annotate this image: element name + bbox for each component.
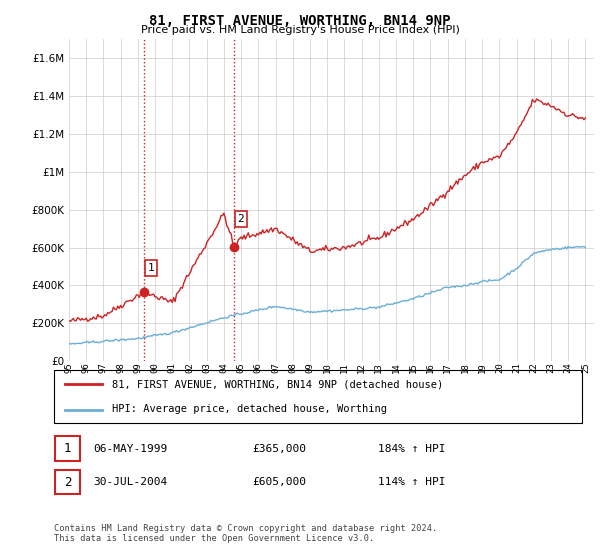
- Text: 2: 2: [238, 214, 244, 224]
- Text: 81, FIRST AVENUE, WORTHING, BN14 9NP: 81, FIRST AVENUE, WORTHING, BN14 9NP: [149, 14, 451, 28]
- Text: 184% ↑ HPI: 184% ↑ HPI: [378, 444, 445, 454]
- Text: 114% ↑ HPI: 114% ↑ HPI: [378, 477, 445, 487]
- Text: 2: 2: [64, 475, 71, 489]
- Text: £605,000: £605,000: [252, 477, 306, 487]
- Text: HPI: Average price, detached house, Worthing: HPI: Average price, detached house, Wort…: [112, 404, 387, 414]
- Text: 1: 1: [64, 442, 71, 455]
- Text: 30-JUL-2004: 30-JUL-2004: [93, 477, 167, 487]
- Text: £365,000: £365,000: [252, 444, 306, 454]
- Text: 06-MAY-1999: 06-MAY-1999: [93, 444, 167, 454]
- Text: Contains HM Land Registry data © Crown copyright and database right 2024.
This d: Contains HM Land Registry data © Crown c…: [54, 524, 437, 543]
- Text: 81, FIRST AVENUE, WORTHING, BN14 9NP (detached house): 81, FIRST AVENUE, WORTHING, BN14 9NP (de…: [112, 380, 443, 390]
- Text: 1: 1: [148, 263, 154, 273]
- Text: Price paid vs. HM Land Registry's House Price Index (HPI): Price paid vs. HM Land Registry's House …: [140, 25, 460, 35]
